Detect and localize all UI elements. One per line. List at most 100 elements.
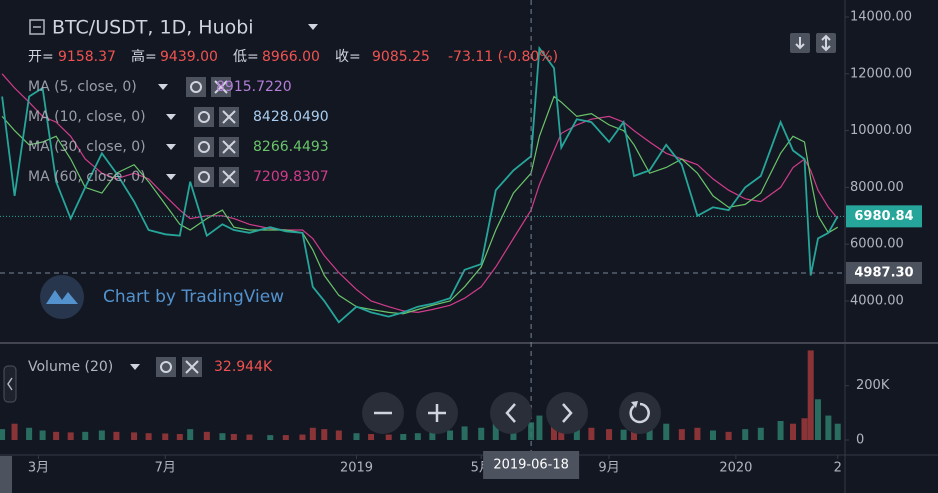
indicator-settings-button[interactable] xyxy=(194,107,214,127)
indicator-dropdown[interactable] xyxy=(166,144,176,150)
indicator-dropdown[interactable] xyxy=(166,114,176,120)
indicator-name: MA (10, close, 0) xyxy=(28,109,146,125)
ohlc-value: 9085.25 xyxy=(372,49,430,65)
volume-settings-button[interactable] xyxy=(156,357,176,377)
close-icon xyxy=(214,80,228,94)
watermark-logo-shape xyxy=(46,290,78,304)
ohlc-label: 开= xyxy=(28,49,54,65)
zoom-in-button[interactable] xyxy=(416,392,458,434)
volume-bar xyxy=(646,429,653,440)
volume-bar xyxy=(825,415,832,440)
volume-bar xyxy=(725,431,732,440)
volume-bar xyxy=(528,422,535,440)
volume-bar xyxy=(385,434,392,440)
y-tick-label: 8000.00 xyxy=(850,180,904,195)
indicator-dropdown[interactable] xyxy=(166,174,176,180)
ma-line xyxy=(1,95,839,315)
volume-bar xyxy=(790,423,797,440)
volume-bar xyxy=(573,426,580,440)
volume-bar xyxy=(98,430,105,440)
volume-bar xyxy=(414,433,421,440)
scale-up-icon xyxy=(821,34,831,52)
volume-bar xyxy=(550,421,557,440)
volume-bar xyxy=(53,431,60,440)
indicator-dropdown[interactable] xyxy=(158,84,168,90)
button-circle[interactable] xyxy=(619,392,661,434)
volume-bar xyxy=(807,350,814,440)
volume-bar xyxy=(353,433,360,440)
side-toggle[interactable] xyxy=(3,365,17,403)
reset-icon xyxy=(629,402,650,424)
volume-bar xyxy=(447,430,454,440)
volume-bar xyxy=(203,431,210,440)
volume-bar xyxy=(67,432,74,440)
volume-bar xyxy=(368,434,375,440)
volume-value: 32.944K xyxy=(214,359,273,375)
indicator-name: MA (5, close, 0) xyxy=(28,79,137,95)
x-tick-label: 2019 xyxy=(340,461,373,476)
volume-bar xyxy=(131,432,138,440)
indicator-name: MA (60, close, 0) xyxy=(28,169,146,185)
volume-dropdown[interactable] xyxy=(130,364,140,370)
volume-bar xyxy=(742,429,749,440)
volume-name: Volume (20) xyxy=(28,359,113,375)
y-tick-label: 14000.00 xyxy=(850,10,912,25)
volume-bar xyxy=(694,427,701,440)
volume-bar xyxy=(663,423,670,440)
gear-icon xyxy=(190,81,202,93)
watermark: Chart by TradingView xyxy=(40,275,284,319)
volume-bar xyxy=(606,429,613,440)
volume-bar xyxy=(678,429,685,440)
button-circle[interactable] xyxy=(546,392,588,434)
ohlc-label: 收= xyxy=(335,49,361,65)
gear-icon xyxy=(198,111,210,123)
close-icon xyxy=(222,110,236,124)
gear-icon xyxy=(198,171,210,183)
volume-bar xyxy=(834,423,841,440)
zoom-out-button[interactable] xyxy=(362,392,404,434)
ohlc-value: 8966.00 xyxy=(262,49,320,65)
volume-bar xyxy=(309,427,316,440)
volume-bar xyxy=(478,427,485,440)
button-circle[interactable] xyxy=(490,392,532,434)
scroll-left-button[interactable] xyxy=(490,392,532,434)
crosshair-price-label: 4987.30 xyxy=(854,265,913,280)
volume-bar xyxy=(710,430,717,440)
symbol-dropdown[interactable] xyxy=(308,24,318,30)
crosshair-date-box xyxy=(483,451,580,479)
volume-bar xyxy=(0,429,6,440)
indicator-settings-button[interactable] xyxy=(194,137,214,157)
scroll-right-button[interactable] xyxy=(546,392,588,434)
last-price-label: 6980.84 xyxy=(854,209,913,224)
volume-bar xyxy=(588,427,595,440)
volume-bar xyxy=(230,434,237,440)
x-tick-label: 2 xyxy=(834,461,842,476)
volume-bar xyxy=(620,429,627,440)
reset-arrow xyxy=(631,401,638,408)
volume-bar xyxy=(187,429,194,440)
volume-bar xyxy=(536,415,543,440)
y-tick-label: 12000.00 xyxy=(850,66,912,81)
indicator-value: 8915.7220 xyxy=(216,79,292,95)
collapse-icon[interactable] xyxy=(29,19,45,35)
left-icon xyxy=(505,403,516,423)
close-icon xyxy=(222,140,236,154)
ma-line xyxy=(1,73,839,314)
reset-button[interactable] xyxy=(619,392,661,434)
watermark-logo xyxy=(40,275,84,319)
indicator-name: MA (30, close, 0) xyxy=(28,139,146,155)
indicator-value: 8266.4493 xyxy=(253,139,329,155)
y-tick-label: 4000.00 xyxy=(850,293,904,308)
volume-bar xyxy=(145,433,152,440)
x-tick-label: 9月 xyxy=(598,461,619,476)
symbol-title[interactable]: BTC/USDT, 1D, Huobi xyxy=(52,17,254,39)
indicator-settings-button[interactable] xyxy=(194,167,214,187)
ohlc-label: 低= xyxy=(233,49,259,65)
scale-down-icon xyxy=(795,37,805,50)
last-price-box xyxy=(846,205,922,228)
change: -73.11 (-0.80%) xyxy=(448,49,558,65)
indicator-settings-button[interactable] xyxy=(186,77,206,97)
crosshair-price-box xyxy=(846,261,922,284)
